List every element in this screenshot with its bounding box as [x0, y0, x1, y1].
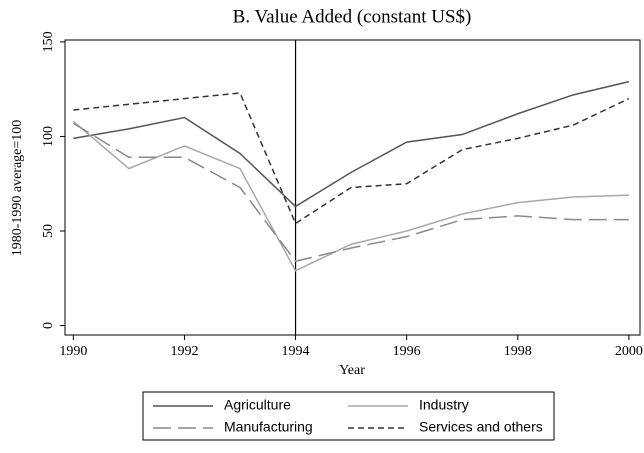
x-tick-label: 1994 [282, 344, 310, 359]
series-line [73, 92, 630, 225]
y-tick-label: 150 [41, 31, 56, 52]
x-tick-label: 1996 [393, 344, 421, 359]
series-line [72, 122, 629, 263]
x-tick-label: 1990 [59, 344, 87, 359]
y-tick-label: 100 [41, 126, 56, 147]
legend-box [142, 391, 555, 441]
plot-frame [64, 39, 641, 336]
y-tick-label: 50 [41, 224, 56, 238]
series-line [72, 120, 629, 272]
x-tick-label: 1998 [504, 344, 532, 359]
chart-title: B. Value Added (constant US$) [233, 6, 472, 27]
x-tick-label: 1992 [170, 344, 198, 359]
legend-label: Industry [419, 397, 469, 413]
x-axis-label: Year [339, 363, 365, 378]
y-tick-label: 0 [41, 322, 56, 329]
series-line [73, 80, 630, 208]
y-axis-label: 1980-1990 average=100 [10, 120, 25, 257]
legend-label: Agriculture [224, 397, 291, 413]
legend-label: Manufacturing [224, 419, 313, 435]
legend-label: Services and others [419, 419, 543, 435]
x-tick-label: 2000 [615, 344, 643, 359]
